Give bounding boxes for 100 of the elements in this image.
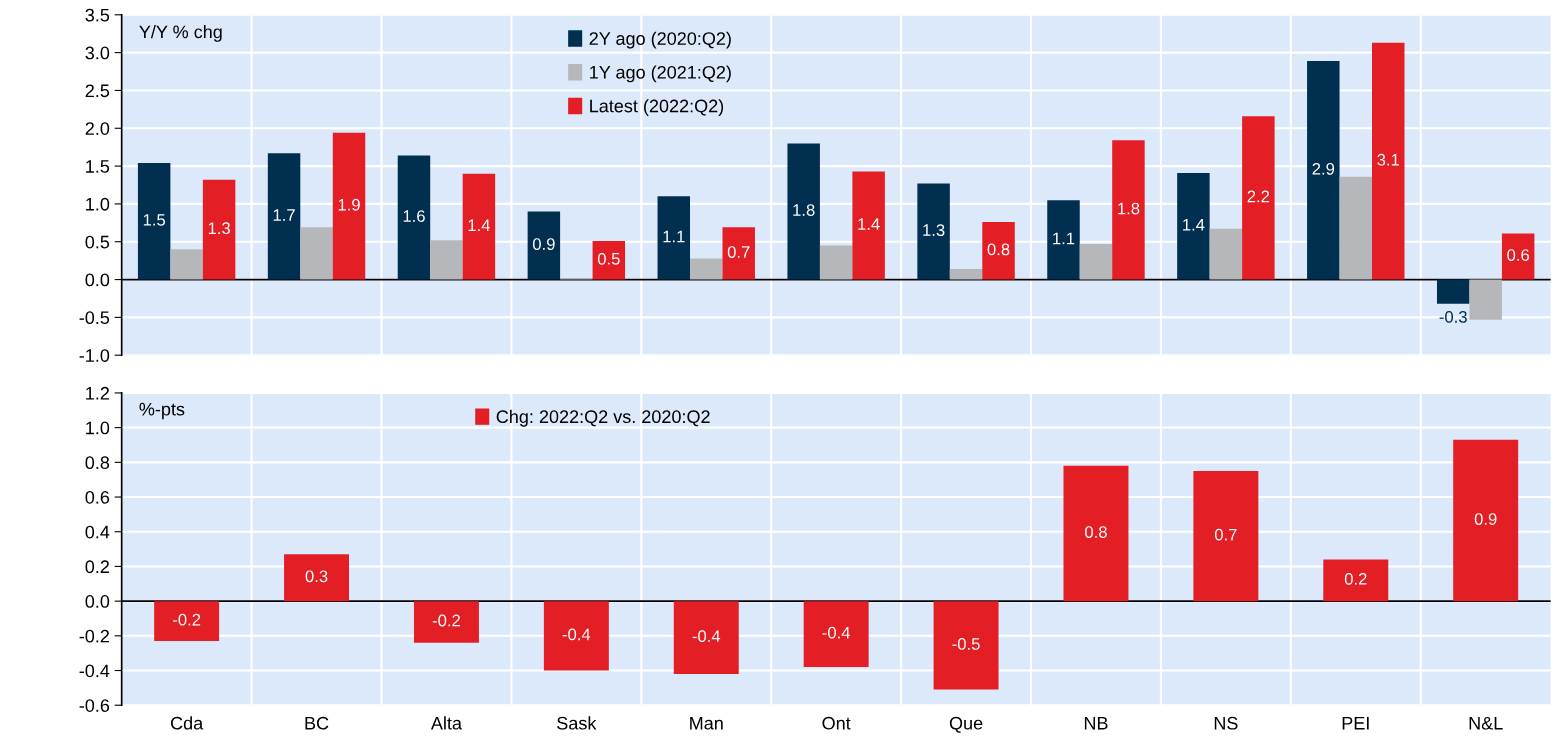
x-tick-label: Alta	[430, 716, 462, 730]
bar	[722, 227, 755, 280]
data-label: 0.5	[597, 252, 620, 265]
bar	[592, 240, 626, 280]
y-tick-label: 0.0	[85, 273, 110, 287]
bar	[657, 196, 691, 280]
y-axis-title: %-pts	[139, 402, 185, 420]
y-tick-label: 2.5	[85, 84, 110, 98]
data-label: 0.9	[532, 238, 555, 250]
data-label: 1.8	[1118, 202, 1140, 215]
data-label: 0.7	[1214, 528, 1237, 541]
data-label: -0.2	[173, 613, 201, 626]
data-label: -0.4	[692, 630, 721, 643]
y-tick-label: 1.2	[86, 386, 109, 400]
y-tick-label: 3.0	[85, 46, 110, 60]
x-tick-label: N&L	[1469, 716, 1503, 730]
legend-label: Latest (2022:Q2)	[590, 99, 724, 116]
data-label: 1.4	[858, 218, 880, 230]
bar	[413, 601, 479, 643]
bar	[787, 143, 820, 280]
bar	[284, 554, 350, 602]
y-tick-label: 2.0	[85, 122, 110, 135]
data-label: 0.8	[987, 243, 1010, 256]
bar	[267, 153, 301, 280]
bar	[1242, 116, 1275, 280]
bar	[949, 268, 983, 280]
y-tick-label: 3.5	[85, 8, 110, 22]
bar	[852, 171, 885, 280]
bar	[933, 601, 999, 690]
bar	[137, 163, 171, 280]
bar	[462, 173, 496, 280]
y-tick-label: -0.4	[79, 664, 110, 678]
y-tick-label: 0.8	[85, 456, 110, 470]
data-label: 0.8	[1085, 526, 1107, 538]
y-tick-label: 1.5	[86, 160, 110, 173]
bar	[819, 245, 853, 280]
x-tick-label: PEI	[1342, 716, 1369, 730]
bar	[1112, 140, 1145, 280]
data-label: 1.7	[273, 209, 295, 221]
data-label: 0.7	[727, 246, 750, 258]
data-label: 1.4	[468, 219, 491, 231]
data-label: 1.3	[208, 222, 230, 235]
y-tick-label: 0.0	[85, 595, 110, 608]
data-label: 1.5	[143, 214, 166, 226]
bar	[527, 211, 561, 280]
data-label: -0.4	[562, 628, 591, 641]
data-label: -0.3	[1439, 311, 1467, 323]
bar	[1047, 200, 1080, 280]
data-label: 2.2	[1247, 190, 1270, 203]
bar	[982, 222, 1015, 280]
y-tick-label: -0.2	[79, 629, 109, 643]
bar	[1436, 279, 1470, 304]
data-label: 1.1	[663, 230, 685, 243]
data-label: 2.9	[1312, 162, 1335, 175]
y-axis-title: Y/Y % chg	[139, 25, 222, 42]
bar	[1193, 471, 1259, 602]
bar	[803, 601, 869, 668]
bar	[300, 227, 333, 280]
data-label: 1.9	[338, 198, 360, 211]
bar	[543, 601, 609, 671]
bar	[1063, 465, 1129, 602]
bar	[170, 249, 203, 280]
y-tick-label: 0.2	[85, 560, 109, 574]
y-tick-label: -0.6	[79, 699, 110, 712]
x-tick-label: Sask	[557, 716, 597, 730]
legend-label: Chg: 2022:Q2 vs. 2020:Q2	[496, 409, 710, 427]
data-label: 0.9	[1474, 513, 1497, 525]
data-label: -0.5	[952, 638, 980, 650]
data-label: 0.3	[305, 570, 328, 583]
x-tick-label: NB	[1084, 716, 1108, 730]
x-tick-label: Que	[949, 716, 983, 733]
x-tick-label: Cda	[170, 716, 204, 730]
data-label: 0.6	[1507, 249, 1530, 261]
bar	[1501, 233, 1535, 280]
data-label: 1.1	[1053, 232, 1075, 245]
legend-label: 1Y ago (2021:Q2)	[590, 65, 731, 83]
bar	[1372, 42, 1405, 280]
data-label: -0.2	[432, 614, 460, 627]
bar	[332, 132, 366, 280]
data-label: 3.1	[1377, 153, 1400, 166]
data-label: 1.3	[923, 224, 945, 236]
y-tick-label: 1.0	[86, 197, 110, 211]
bar	[397, 155, 431, 280]
bar	[1339, 176, 1373, 280]
legend-label: 2Y ago (2020:Q2)	[589, 31, 731, 49]
data-label: -0.4	[822, 626, 851, 639]
x-tick-label: NS	[1214, 716, 1238, 730]
y-tick-label: 0.4	[85, 525, 110, 539]
bar	[1209, 228, 1243, 280]
bar	[690, 258, 723, 280]
bar	[1177, 172, 1210, 280]
x-tick-label: Man	[690, 716, 723, 730]
y-tick-label: 0.6	[85, 490, 110, 504]
bar	[154, 601, 220, 642]
x-tick-label: BC	[305, 716, 329, 730]
bar	[673, 601, 739, 674]
bar	[1469, 279, 1502, 320]
bar	[202, 179, 236, 280]
bar	[1307, 60, 1340, 280]
x-tick-label: Ont	[822, 716, 851, 730]
